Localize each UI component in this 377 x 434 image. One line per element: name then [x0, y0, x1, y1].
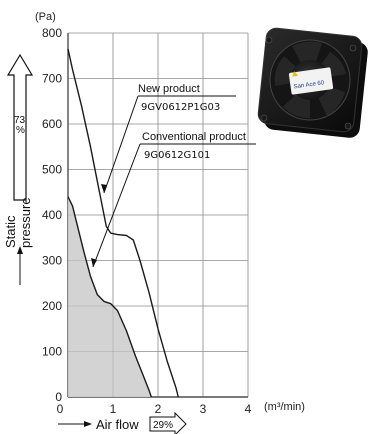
annotation-conventional-arrowhead: [91, 258, 97, 267]
y-tick-label: 400: [42, 208, 62, 222]
annotation-new-product-arrowhead: [101, 184, 107, 193]
air-flow-label-group: Air flow 29%: [58, 411, 187, 434]
y-improvement-unit: %: [16, 125, 25, 136]
fan-product-image: San Ace 60: [257, 27, 368, 138]
up-arrow-icon: [6, 53, 34, 201]
y-improvement-label: 73 %: [14, 115, 28, 136]
series-line-new-product: [67, 48, 179, 398]
y-tick-label: 500: [42, 163, 62, 177]
small-up-arrow-icon: [17, 246, 23, 254]
x-tick-label: 1: [110, 402, 117, 416]
annotation-new-product-code: 9GV0612P1G03: [141, 102, 220, 113]
fan-label: [288, 67, 334, 95]
y-tick-label: 700: [42, 72, 62, 86]
x-tick-label: 2: [155, 402, 162, 416]
tick-labels: 0 100 200 300 400 500 600 700 800 0 1 2 3 4: [42, 26, 252, 416]
right-arrow-icon: [84, 421, 92, 427]
annotation-new-product-leader: [103, 95, 139, 194]
y-tick-label: 800: [42, 26, 62, 40]
x-improvement-label: 29%: [153, 420, 173, 431]
y-improvement-value: 73: [14, 115, 26, 126]
y-tick-label: 600: [42, 117, 62, 131]
annotation-conventional-leader: [92, 143, 141, 268]
x-tick-label: 0: [57, 402, 64, 416]
annotation-conventional-code: 9G0612G101: [144, 150, 210, 161]
y-axis-label-line2: pressure: [18, 197, 33, 248]
y-unit-label: (Pa): [35, 11, 56, 23]
warning-triangle-icon: [292, 71, 299, 77]
fan-brand-text: San Ace 60: [293, 80, 325, 90]
series-area-conventional-product: [68, 196, 152, 397]
x-tick-label: 4: [245, 402, 252, 416]
y-axis-label-line1: Static: [3, 215, 18, 248]
x-axis-label: Air flow: [96, 417, 139, 432]
fan-screw-hole-br: [344, 122, 352, 130]
annotation-conventional-title: Conventional product: [142, 131, 246, 143]
x-unit-label: (m³/min): [264, 401, 305, 413]
series-line-conventional-product: [67, 196, 152, 398]
annotations: New product 9GV0612P1G03 Conventional pr…: [91, 83, 256, 268]
x-tick-label: 3: [200, 402, 207, 416]
y-tick-label: 0: [55, 390, 62, 404]
y-tick-label: 200: [42, 299, 62, 313]
fan-screw-hole-tl: [265, 36, 273, 44]
static-pressure-arrow: 73 % Static pressure: [3, 53, 34, 285]
series-line-layer: [67, 48, 179, 398]
y-tick-label: 300: [42, 254, 62, 268]
x-improvement-arrow-icon: [149, 411, 187, 434]
annotation-new-product-title: New product: [138, 83, 200, 95]
fan-screw-hole-bl: [260, 114, 268, 122]
y-tick-label: 100: [42, 345, 62, 359]
fan-screw-hole-tr: [349, 44, 357, 52]
